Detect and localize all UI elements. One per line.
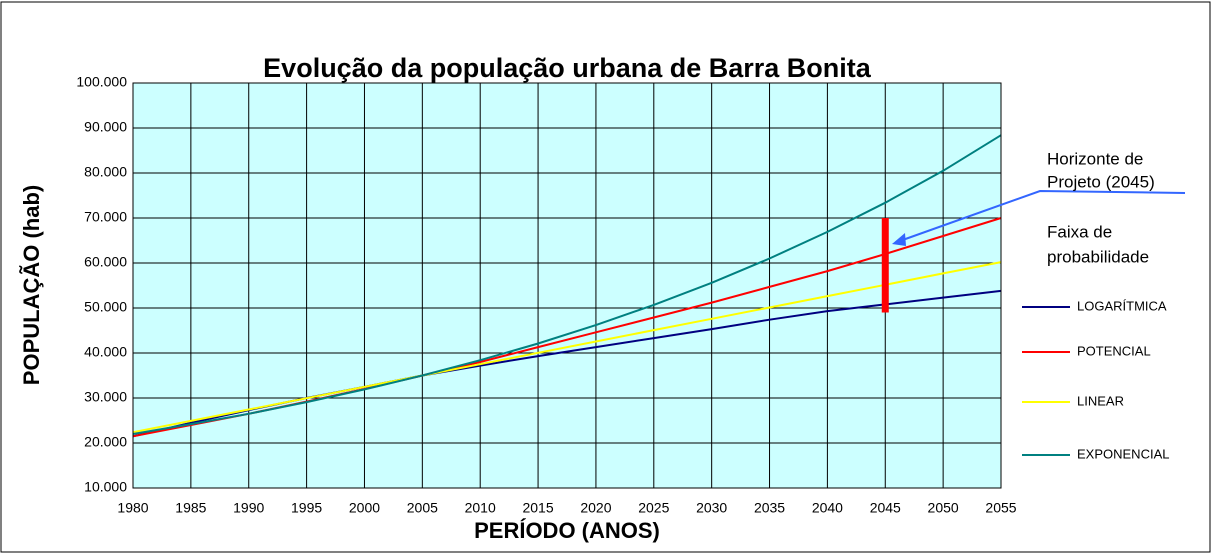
- x-tick-label: 2050: [928, 500, 959, 516]
- y-tick-label: 30.000: [84, 389, 127, 405]
- annotation-text: probabilidade: [1047, 247, 1149, 266]
- x-tick-label: 2025: [638, 500, 669, 516]
- legend-label: LOGARÍTMICA: [1077, 298, 1167, 313]
- y-tick-label: 90.000: [84, 119, 127, 135]
- legend-label: POTENCIAL: [1077, 343, 1151, 358]
- x-tick-label: 2005: [407, 500, 438, 516]
- y-tick-label: 100.000: [76, 74, 127, 90]
- x-tick-label: 2020: [580, 500, 611, 516]
- x-tick-label: 1980: [117, 500, 148, 516]
- x-tick-label: 1985: [175, 500, 206, 516]
- x-axis-label: PERÍODO (ANOS): [474, 518, 660, 543]
- x-tick-label: 2055: [985, 500, 1016, 516]
- y-tick-label: 10.000: [84, 479, 127, 495]
- y-tick-label: 60.000: [84, 254, 127, 270]
- series-line: [132, 134, 1002, 435]
- arrow-head: [892, 233, 906, 246]
- x-tick-label: 2010: [465, 500, 496, 516]
- x-tick-label: 1995: [291, 500, 322, 516]
- x-tick-label: 1990: [233, 500, 264, 516]
- series-line: [132, 261, 1002, 434]
- y-tick-label: 80.000: [84, 164, 127, 180]
- plot-area: [133, 83, 1001, 488]
- plot-border: [132, 82, 1002, 489]
- x-tick-label: 2030: [696, 500, 727, 516]
- x-tick-label: 2035: [754, 500, 785, 516]
- y-tick-label: 40.000: [84, 344, 127, 360]
- y-axis-label: POPULAÇÃO (hab): [19, 185, 44, 385]
- x-tick-label: 2000: [349, 500, 380, 516]
- annotation-text: Projeto (2045): [1047, 172, 1155, 191]
- x-tick-label: 2015: [522, 500, 553, 516]
- chart-title: Evolução da população urbana de Barra Bo…: [263, 53, 872, 83]
- legend-label: EXPONENCIAL: [1077, 446, 1169, 461]
- annotation-text: Horizonte de: [1047, 149, 1143, 168]
- series: [132, 134, 1002, 438]
- y-tick-label: 20.000: [84, 434, 127, 450]
- y-tick-label: 70.000: [84, 209, 127, 225]
- annotation-arrow: [896, 189, 1186, 243]
- x-tick-label: 2040: [812, 500, 843, 516]
- annotation-text: Faixa de: [1047, 222, 1112, 241]
- y-tick-label: 50.000: [84, 299, 127, 315]
- legend-label: LINEAR: [1077, 393, 1124, 408]
- x-tick-label: 2045: [870, 500, 901, 516]
